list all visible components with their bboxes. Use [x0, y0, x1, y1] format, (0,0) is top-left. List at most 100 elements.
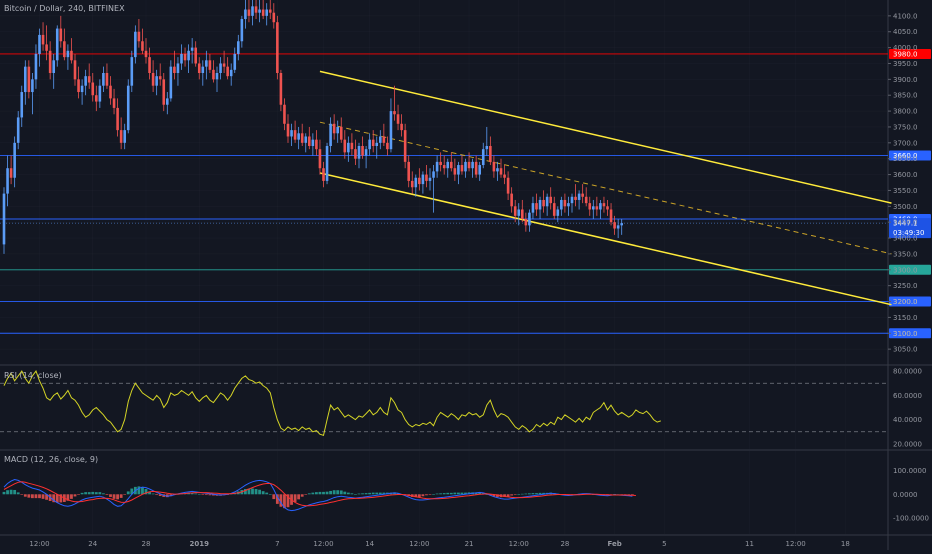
candle-body [481, 149, 485, 166]
candle-body [361, 146, 364, 156]
price-tick-label: 3350.0 [893, 250, 918, 258]
macd-histogram-bar [123, 494, 127, 495]
price-tick-label: 3450.0 [893, 219, 918, 227]
price-tick-label: 3500.0 [893, 203, 918, 211]
candle-body [77, 79, 80, 93]
candle-body [396, 114, 400, 124]
macd-histogram-bar [421, 494, 425, 497]
macd-histogram-bar [9, 489, 13, 495]
candle-body [116, 107, 119, 131]
candle-body [467, 161, 471, 169]
candle-body [87, 76, 91, 83]
macd-histogram-bar [364, 493, 368, 495]
macd-histogram-bar [322, 491, 325, 495]
macd-histogram-bar [286, 494, 290, 508]
macd-histogram-bar [428, 494, 432, 495]
candle-body [148, 57, 151, 73]
macd-histogram-bar [34, 494, 38, 499]
time-tick-label: 2019 [190, 540, 210, 548]
candle-body [581, 193, 584, 197]
price-axis: 4100.0 4050.0 4000.0 3950.0 3900.0 3850.0 3800… [888, 12, 918, 354]
candle-body [414, 177, 418, 188]
price-tick-label: 4050.0 [893, 28, 918, 36]
macd-histogram-bar [275, 494, 279, 504]
channel-upper-line[interactable] [319, 70, 892, 204]
time-tick-label: 18 [841, 540, 850, 548]
channel-lower-line[interactable] [319, 172, 892, 306]
macd-histogram-bar [204, 494, 208, 496]
macd-histogram-bar [339, 490, 343, 495]
macd-histogram-bar [368, 492, 372, 495]
macd-histogram-bar [91, 491, 95, 495]
candle-body [616, 225, 620, 229]
candle-body [59, 28, 63, 42]
macd-histogram-bar [485, 494, 489, 495]
candle-body [38, 34, 41, 54]
candle-body [261, 9, 265, 16]
macd-histogram-bar [513, 494, 517, 495]
macd-histogram-bar [119, 494, 123, 498]
chart-title: Bitcoin / Dollar, 240, BITFINEX [4, 4, 125, 13]
macd-histogram-bar [382, 492, 386, 495]
price-tick-label: 3750.0 [893, 123, 918, 131]
candle-body [403, 130, 407, 162]
candle-body [222, 63, 226, 67]
candle-body [570, 196, 574, 204]
candle-body [421, 174, 425, 185]
macd-histogram-bar [194, 493, 198, 495]
candle-body [524, 219, 528, 226]
candle-body [592, 206, 595, 210]
blue-level-3100-badge [889, 328, 931, 339]
candle-body [506, 177, 510, 194]
candle-body [119, 130, 123, 143]
macd-histogram-bar [350, 493, 354, 495]
candle-body [240, 19, 244, 42]
macd-histogram-bar [212, 494, 215, 496]
candle-body [247, 9, 251, 16]
macd-histogram-bar [141, 487, 144, 495]
candle-body [457, 165, 460, 175]
candle-body [609, 209, 613, 223]
candle-body [244, 9, 247, 20]
candle-body [80, 85, 84, 93]
candle-body [268, 9, 272, 13]
candle-body [134, 31, 137, 58]
time-tick-label: 14 [365, 540, 374, 548]
candle-body [41, 34, 45, 45]
channel-mid-dashed-line[interactable] [319, 121, 892, 255]
candle-body [492, 161, 496, 172]
macd-histogram-bar [630, 494, 634, 496]
time-tick-label: 12:00 [409, 540, 429, 548]
macd-histogram-bar [23, 494, 27, 497]
candle-body [379, 136, 382, 143]
candle-body [283, 104, 286, 124]
candle-body [325, 146, 329, 181]
candle-body [499, 168, 503, 175]
macd-histogram-bar [442, 493, 446, 495]
price-tick-label: 3300.0 [893, 266, 918, 274]
rsi-line [3, 370, 661, 437]
price-tick-label: 3550.0 [893, 187, 918, 195]
candle-body [446, 161, 450, 169]
macd-histogram-bar [510, 494, 514, 496]
candle-body [197, 63, 201, 73]
candle-body [45, 44, 48, 51]
horizontal-levels: 3980.03660.03460.03200.03100.03447.103:4… [0, 48, 931, 339]
candle-body [620, 223, 623, 226]
time-tick-label: 24 [88, 540, 97, 548]
rsi-tick-label: 80.0000 [893, 368, 922, 376]
candle-body [595, 206, 599, 210]
macd-histogram-bar [254, 489, 258, 495]
candle-body [229, 69, 233, 77]
macd-histogram-bar [496, 494, 499, 497]
candle-body [322, 168, 325, 181]
macd-histogram-bar [80, 492, 84, 495]
candle-body [450, 161, 453, 169]
macd-histogram-bar [144, 489, 148, 495]
macd-histogram-bar [251, 488, 254, 495]
candle-body [535, 203, 538, 210]
candle-body [158, 76, 162, 80]
macd-histogram-bar [439, 493, 443, 495]
candle-body [407, 161, 410, 181]
time-tick-label: 12:00 [29, 540, 49, 548]
